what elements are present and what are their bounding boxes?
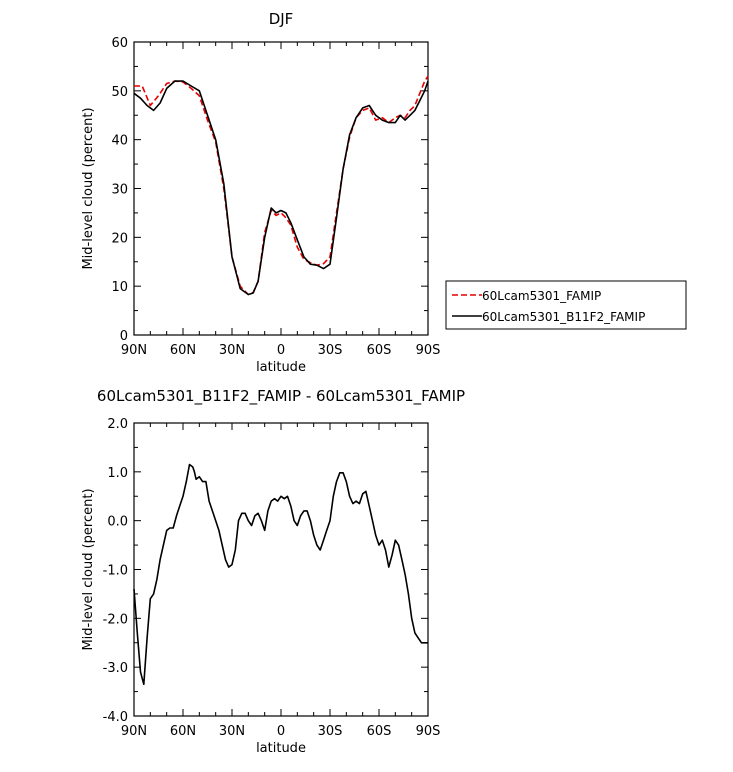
y-tick-label: 40 xyxy=(111,134,128,149)
x-tick-label: 90N xyxy=(121,343,147,358)
chart-title: DJF xyxy=(269,10,294,28)
x-tick-label: 30N xyxy=(219,343,245,358)
x-tick-label: 30S xyxy=(318,724,343,739)
legend-box xyxy=(445,280,687,330)
plot-frame xyxy=(133,41,429,336)
y-tick-label: 0.0 xyxy=(107,515,128,530)
legend-label-2: 60Lcam5301_B11F2_FAMIP xyxy=(482,310,645,324)
chart-title: 60Lcam5301_B11F2_FAMIP - 60Lcam5301_FAMI… xyxy=(97,387,465,406)
y-axis-label: Mid-level cloud (percent) xyxy=(81,488,96,650)
legend: 60Lcam5301_FAMIP 60Lcam5301_B11F2_FAMIP xyxy=(445,280,687,330)
y-tick-label: -2.0 xyxy=(103,612,128,627)
y-tick-label: 30 xyxy=(111,183,128,198)
series-line-1 xyxy=(134,75,429,296)
plot-frame xyxy=(133,422,429,717)
x-tick-label: 0 xyxy=(277,724,285,739)
x-tick-label: 0 xyxy=(277,343,285,358)
x-tick-label: 90S xyxy=(416,343,441,358)
x-tick-label: 30N xyxy=(219,724,245,739)
x-tick-label: 90N xyxy=(121,724,147,739)
x-tick-label: 60N xyxy=(170,724,196,739)
y-tick-label: 50 xyxy=(111,85,128,100)
y-tick-label: 10 xyxy=(111,280,128,295)
chart-top-djf: DJF 0 10 20 30 40 50 60 90N 60N 30N 0 30S 60S 90S latit… xyxy=(81,10,687,375)
x-tick-label: 60S xyxy=(367,724,392,739)
y-tick-label: 60 xyxy=(111,36,128,51)
x-tick-label: 30S xyxy=(318,343,343,358)
x-tick-label: 90S xyxy=(416,724,441,739)
y-tick-label: 20 xyxy=(111,231,128,246)
series-line-2 xyxy=(133,80,429,296)
y-axis-label: Mid-level cloud (percent) xyxy=(81,107,96,269)
y-tick-label: -4.0 xyxy=(103,710,128,725)
y-tick-label: 1.0 xyxy=(107,466,128,481)
y-tick-label: -1.0 xyxy=(103,564,128,579)
x-axis-label: latitude xyxy=(256,741,306,756)
y-tick-label: 2.0 xyxy=(107,417,128,432)
y-tick-label: 0 xyxy=(120,329,128,344)
series-line-1 xyxy=(133,463,428,686)
y-tick-label: -3.0 xyxy=(103,661,128,676)
x-tick-label: 60S xyxy=(367,343,392,358)
x-tick-label: 60N xyxy=(170,343,196,358)
x-axis-label: latitude xyxy=(256,360,306,375)
legend-label-1: 60Lcam5301_FAMIP xyxy=(482,289,601,303)
chart-bottom-difference: 60Lcam5301_B11F2_FAMIP - 60Lcam5301_FAMI… xyxy=(81,387,465,756)
